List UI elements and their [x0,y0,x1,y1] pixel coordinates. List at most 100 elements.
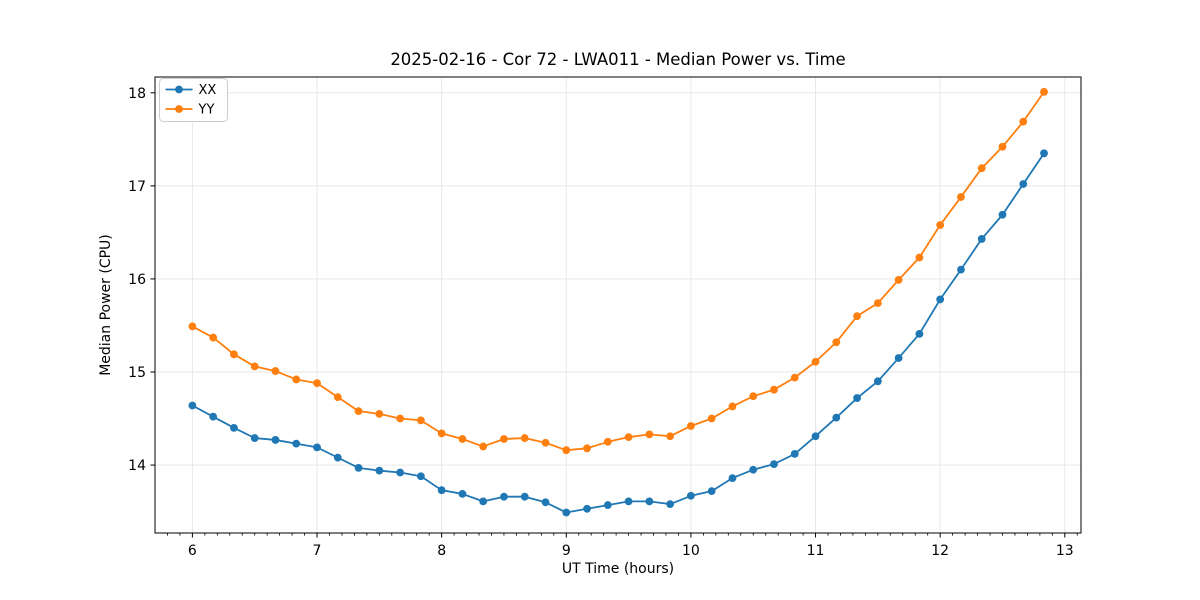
series-xx-marker [458,490,467,498]
y-axis-tick-label: 17 [128,179,146,195]
series-yy-marker [271,367,280,375]
series-xx-marker [333,453,342,462]
y-axis-tick-label: 18 [128,86,146,102]
series-xx-marker [977,235,986,243]
grid-layer [155,77,1081,533]
series-xx-marker [749,465,758,474]
series-yy-marker [770,385,778,394]
series-xx-marker [687,491,695,500]
series-yy-marker [749,392,758,401]
series-yy-marker [603,437,612,446]
series-yy-marker [375,409,384,418]
plot-border [154,76,1082,534]
series-yy-marker [873,299,882,308]
series-xx-marker [1019,180,1028,188]
series-layer [188,87,1048,517]
series-xx-marker [811,432,820,441]
series-xx-marker [520,492,529,501]
series-yy-marker [458,435,467,443]
series-yy-marker [666,432,675,441]
series-xx-marker [853,394,861,402]
series-xx-marker [624,497,633,506]
y-axis-tick-label: 14 [128,458,146,474]
legend-marker-sample [175,105,183,113]
series-xx-marker [500,492,508,501]
series-xx-marker [396,468,405,477]
series-yy-marker [292,375,301,384]
series-yy-marker [894,275,903,284]
series-xx-marker [562,508,571,517]
series-xx-marker [957,265,965,274]
series-xx-marker [230,423,238,432]
series-xx-marker [790,450,799,458]
series-xx-marker [645,497,654,506]
series-xx-marker [416,472,425,481]
series-yy-marker [832,338,841,347]
series-yy-marker [230,350,238,359]
series-yy-marker [479,442,488,451]
series-yy-marker [1040,87,1048,96]
x-axis-tick-label: 7 [313,543,322,559]
series-yy-marker [853,312,861,321]
series-xx-marker [313,443,321,452]
series-xx-marker [250,434,259,442]
series-yy-marker [1019,117,1028,126]
x-axis-tick-label: 12 [931,543,949,559]
series-yy-marker [541,438,550,447]
series-yy-marker [583,444,591,453]
series-xx-marker [770,460,778,469]
series-yy-marker [250,362,259,371]
series-yy-marker [437,429,446,438]
series-xx-marker [666,500,675,509]
legend: XX YY [159,78,228,122]
series-xx-marker [437,486,446,495]
series-yy-marker [313,379,321,388]
x-axis-tick-label: 6 [188,543,197,559]
x-axis-tick-label: 9 [562,543,571,559]
series-xx-marker [603,501,612,509]
series-xx-marker [936,295,945,304]
series-xx-marker [479,497,488,506]
x-axis-tick-label: 13 [1056,543,1074,559]
series-xx-marker [271,436,280,444]
series-xx-marker [188,401,197,410]
series-xx-marker [1040,149,1048,158]
series-yy-marker [333,393,342,402]
series-yy-marker [188,322,197,331]
legend-marker-sample [175,85,183,94]
series-yy-marker [811,357,820,366]
x-axis-tick-label: 11 [807,543,825,559]
chart-title: 2025-02-16 - Cor 72 - LWA011 - Median Po… [390,50,845,69]
series-xx-marker [541,498,550,507]
x-axis-tick-label: 8 [437,543,446,559]
series-xx-marker [894,354,903,362]
series-xx-marker [375,466,384,475]
series-yy-marker [998,142,1007,151]
series-yy-marker [915,253,924,262]
series-xx-marker [873,377,882,386]
series-yy-marker [354,407,363,415]
x-axis-tick-label: 10 [682,543,700,559]
series-xx-marker [998,210,1007,219]
series-yy-line [191,91,1045,452]
x-axis-label: UT Time (hours) [562,561,674,577]
series-yy-marker [957,193,965,201]
series-xx-marker [354,463,363,472]
legend-box [159,78,228,122]
series-xx-marker [915,329,924,338]
series-yy-marker [977,164,986,173]
series-yy-marker [645,430,654,439]
series-yy-marker [728,402,737,411]
series-yy-marker [687,422,695,430]
series-xx-marker [292,439,301,448]
axes-layer: 6 7 8 9 10 11 12 13 14 15 16 17 18 [128,76,1082,559]
series-yy-marker [209,333,218,342]
legend-label-yy: YY [198,103,215,118]
series-yy-marker [707,414,716,423]
series-yy-marker [790,373,799,382]
legend-label-xx: XX [199,83,217,98]
series-xx-marker [583,504,591,513]
series-xx-marker [707,487,716,496]
